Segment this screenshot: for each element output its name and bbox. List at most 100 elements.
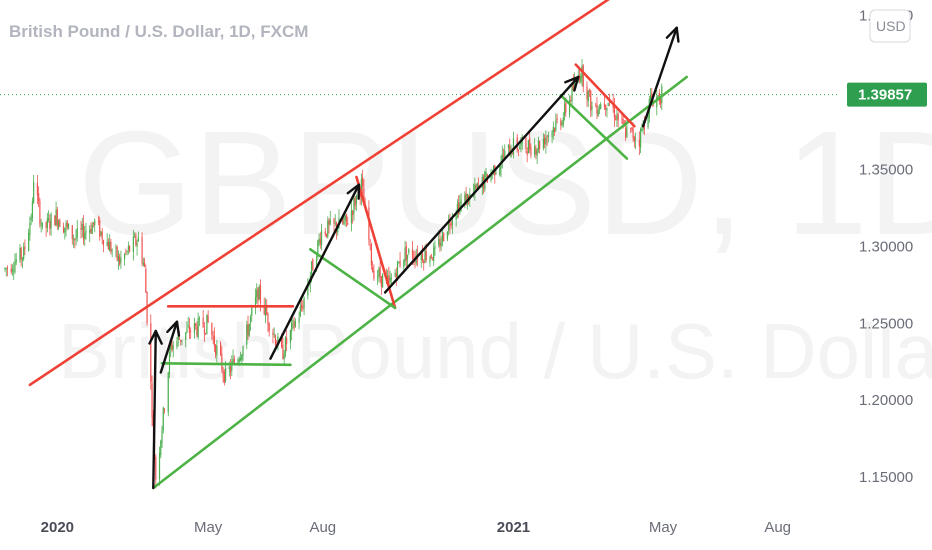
candle-body	[415, 256, 417, 263]
candle	[10, 263, 12, 275]
currency-button[interactable]: USD	[869, 9, 911, 43]
candle	[46, 213, 48, 233]
candle	[537, 136, 539, 153]
candle	[635, 132, 637, 150]
candle	[151, 375, 153, 427]
candle	[555, 113, 557, 132]
candle-body	[598, 108, 601, 110]
time-axis[interactable]: 2020 May Aug 2021 May Aug	[41, 519, 791, 536]
candle	[621, 113, 623, 125]
candle-body	[54, 215, 56, 226]
symbol-watermark: GBPUSD, 1D	[78, 101, 932, 266]
candle-body	[411, 249, 414, 259]
candle	[101, 227, 103, 245]
candle-body	[527, 140, 530, 154]
candle	[222, 367, 224, 383]
candle-body	[246, 324, 248, 345]
candle-body	[449, 220, 451, 226]
candle	[441, 227, 444, 247]
candle-body	[443, 233, 445, 242]
candle	[529, 129, 531, 153]
price-axis-tick: 1.35000	[859, 161, 913, 178]
candle-body	[198, 318, 201, 320]
candle-body	[536, 150, 538, 156]
candle	[30, 213, 32, 226]
candle	[233, 355, 235, 365]
candle	[56, 206, 58, 230]
candle-body	[324, 231, 326, 235]
candle	[155, 454, 157, 489]
candle-body	[89, 229, 91, 234]
candle-body	[405, 246, 407, 262]
candle-body	[267, 313, 269, 325]
candle	[65, 220, 67, 237]
candle-body	[603, 103, 606, 107]
candle-body	[251, 308, 253, 316]
candle-body	[282, 344, 284, 359]
candle-body	[15, 259, 17, 263]
candle-body	[249, 316, 252, 324]
candle	[292, 318, 294, 330]
candle	[630, 127, 632, 134]
candle	[547, 131, 549, 143]
candle-body	[303, 297, 305, 308]
candle	[319, 232, 321, 249]
candle	[519, 144, 521, 150]
candle-body	[193, 323, 196, 334]
candle	[4, 267, 6, 272]
price-axis-tick: 1.15000	[859, 469, 913, 486]
candle-body	[377, 276, 379, 278]
candle	[82, 215, 85, 245]
candle	[117, 250, 119, 271]
candle-body	[45, 222, 47, 228]
candle	[598, 104, 601, 115]
candle	[600, 101, 602, 110]
candle-body	[274, 335, 277, 345]
candle	[212, 330, 214, 344]
candle-body	[232, 358, 234, 364]
candle-body	[563, 104, 566, 116]
candle-body	[354, 198, 356, 206]
candle	[195, 322, 197, 330]
candle	[254, 288, 257, 315]
candle-body	[302, 307, 304, 309]
candle	[36, 175, 38, 205]
candle-body	[519, 147, 521, 150]
candle	[219, 341, 222, 357]
candle-body	[50, 214, 52, 229]
candle-body	[499, 167, 501, 175]
candle	[85, 222, 87, 240]
candle-body	[551, 131, 553, 138]
candle-body	[38, 193, 40, 202]
candle-body	[188, 326, 191, 333]
candle	[329, 210, 331, 226]
candle-body	[102, 240, 105, 246]
candle-body	[501, 154, 503, 162]
candle	[302, 299, 304, 312]
candle-body	[84, 232, 86, 240]
candle	[132, 229, 134, 261]
candle	[561, 120, 563, 128]
candle	[81, 217, 83, 238]
candle-body	[109, 242, 111, 252]
candle	[216, 340, 218, 363]
candle-body	[145, 268, 147, 293]
candle	[433, 242, 435, 266]
candle	[320, 223, 323, 251]
candle	[512, 131, 515, 159]
price-axis[interactable]: 1.450001.350001.300001.250001.200001.150…	[859, 7, 913, 486]
candle-body	[20, 247, 22, 260]
candle-body	[19, 248, 21, 261]
candle	[49, 214, 51, 236]
candle	[115, 244, 117, 258]
candle-body	[163, 409, 166, 411]
trend-arrow-shaft	[159, 320, 179, 374]
candle	[76, 219, 78, 242]
candle	[84, 225, 86, 247]
candle-body	[55, 209, 57, 226]
candle-body	[23, 246, 25, 260]
candle-body	[241, 354, 243, 361]
candle-body	[571, 85, 573, 102]
candle	[616, 109, 618, 128]
